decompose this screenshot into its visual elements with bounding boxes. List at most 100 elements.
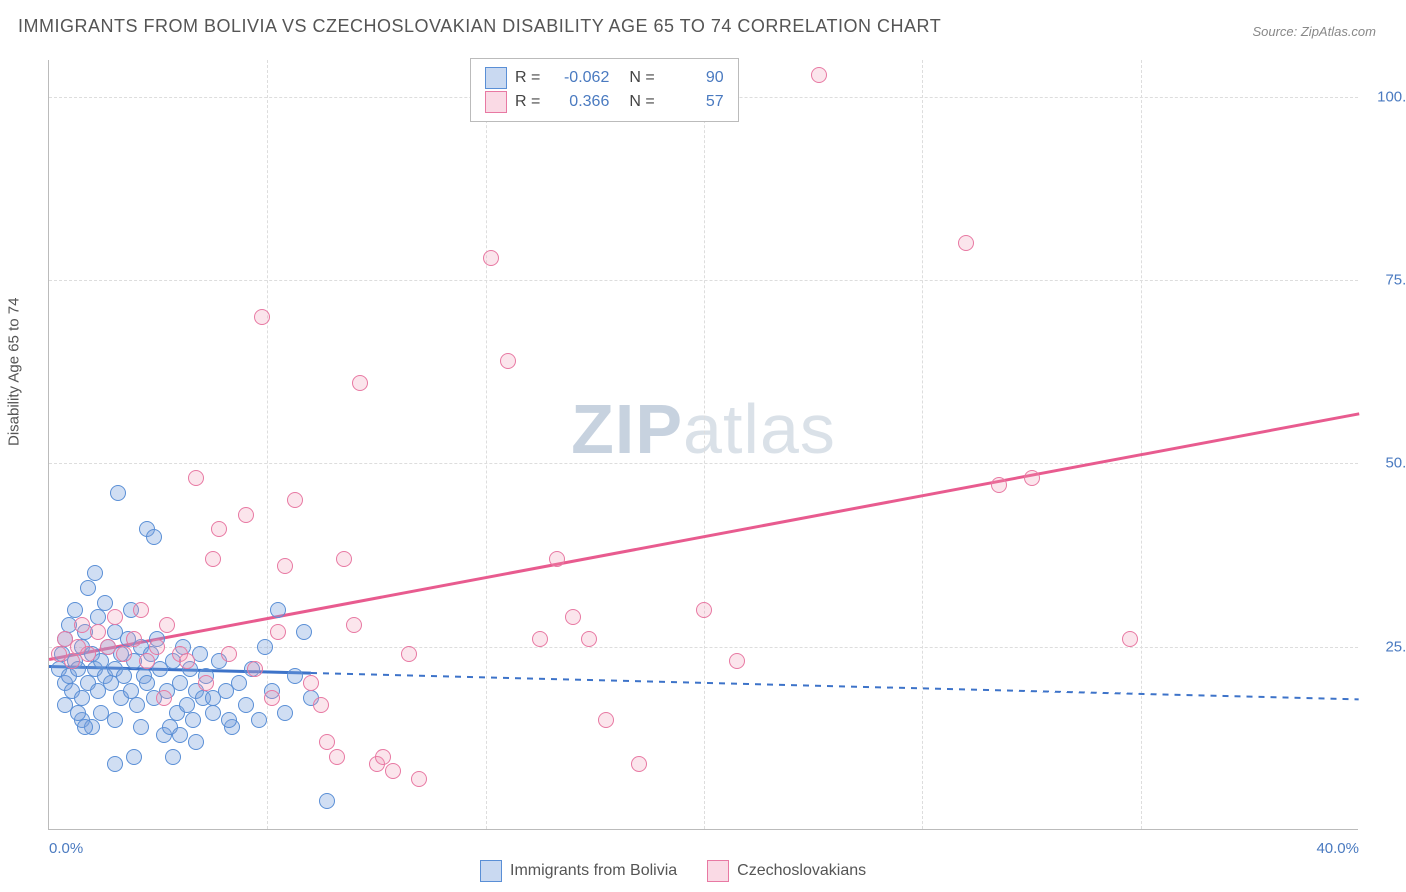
scatter-point-pink	[375, 749, 391, 765]
scatter-point-blue	[221, 712, 237, 728]
scatter-point-pink	[205, 551, 221, 567]
scatter-point-pink	[1122, 631, 1138, 647]
scatter-point-pink	[116, 646, 132, 662]
scatter-point-blue	[126, 749, 142, 765]
r-value-blue: -0.062	[554, 69, 609, 87]
scatter-point-pink	[64, 653, 80, 669]
scatter-point-blue	[251, 712, 267, 728]
scatter-point-blue	[277, 705, 293, 721]
gridline-vertical	[267, 60, 268, 829]
scatter-point-blue	[205, 690, 221, 706]
legend-swatch-pink	[485, 91, 507, 113]
scatter-point-blue	[80, 580, 96, 596]
scatter-point-pink	[270, 624, 286, 640]
scatter-point-pink	[287, 492, 303, 508]
watermark-light: atlas	[683, 390, 836, 468]
scatter-point-pink	[1024, 470, 1040, 486]
n-label: N =	[629, 69, 654, 87]
scatter-point-blue	[129, 697, 145, 713]
scatter-point-pink	[729, 653, 745, 669]
legend-swatch-pink	[707, 860, 729, 882]
scatter-point-pink	[336, 551, 352, 567]
r-value-pink: 0.366	[554, 93, 609, 111]
scatter-point-pink	[811, 67, 827, 83]
source-credit: Source: ZipAtlas.com	[1252, 24, 1376, 39]
scatter-point-blue	[74, 690, 90, 706]
scatter-point-blue	[97, 595, 113, 611]
scatter-point-pink	[254, 309, 270, 325]
scatter-point-blue	[70, 705, 86, 721]
n-value-pink: 57	[669, 93, 724, 111]
gridline-vertical	[1141, 60, 1142, 829]
scatter-point-blue	[165, 749, 181, 765]
gridline-vertical	[704, 60, 705, 829]
y-tick-label: 25.0%	[1368, 638, 1406, 655]
scatter-point-pink	[385, 763, 401, 779]
scatter-point-pink	[277, 558, 293, 574]
scatter-point-blue	[139, 675, 155, 691]
scatter-point-blue	[205, 705, 221, 721]
scatter-point-pink	[598, 712, 614, 728]
scatter-point-blue	[287, 668, 303, 684]
legend-swatch-blue	[480, 860, 502, 882]
scatter-point-pink	[264, 690, 280, 706]
scatter-point-pink	[532, 631, 548, 647]
scatter-point-blue	[110, 485, 126, 501]
scatter-point-pink	[319, 734, 335, 750]
scatter-point-pink	[139, 653, 155, 669]
scatter-point-pink	[303, 675, 319, 691]
scatter-point-pink	[483, 250, 499, 266]
x-tick-label: 40.0%	[1316, 840, 1359, 857]
scatter-point-pink	[188, 470, 204, 486]
y-tick-label: 50.0%	[1368, 455, 1406, 472]
source-prefix: Source:	[1252, 24, 1300, 39]
scatter-point-blue	[133, 719, 149, 735]
scatter-point-blue	[107, 756, 123, 772]
scatter-point-pink	[133, 602, 149, 618]
gridline-vertical	[486, 60, 487, 829]
scatter-point-blue	[90, 609, 106, 625]
scatter-point-blue	[77, 719, 93, 735]
scatter-point-pink	[238, 507, 254, 523]
scatter-point-pink	[352, 375, 368, 391]
scatter-point-pink	[149, 639, 165, 655]
scatter-point-pink	[247, 661, 263, 677]
scatter-point-pink	[156, 690, 172, 706]
n-value-blue: 90	[669, 69, 724, 87]
scatter-point-pink	[411, 771, 427, 787]
scatter-point-pink	[401, 646, 417, 662]
legend-label: Immigrants from Bolivia	[510, 862, 677, 880]
scatter-point-blue	[270, 602, 286, 618]
scatter-point-pink	[500, 353, 516, 369]
scatter-point-pink	[565, 609, 581, 625]
scatter-point-blue	[123, 683, 139, 699]
series-legend: Immigrants from Bolivia Czechoslovakians	[480, 860, 866, 882]
scatter-point-blue	[107, 712, 123, 728]
scatter-point-pink	[221, 646, 237, 662]
y-tick-label: 75.0%	[1368, 272, 1406, 289]
scatter-point-blue	[238, 697, 254, 713]
legend-row-blue: R = -0.062 N = 90	[485, 67, 724, 89]
scatter-point-blue	[296, 624, 312, 640]
legend-item-bolivia: Immigrants from Bolivia	[480, 860, 677, 882]
scatter-point-pink	[631, 756, 647, 772]
scatter-point-blue	[179, 697, 195, 713]
source-name: ZipAtlas.com	[1301, 24, 1376, 39]
watermark-bold: ZIP	[571, 390, 683, 468]
legend-swatch-blue	[485, 67, 507, 89]
scatter-point-blue	[87, 565, 103, 581]
scatter-point-blue	[172, 675, 188, 691]
y-axis-label: Disability Age 65 to 74	[6, 298, 23, 446]
scatter-point-blue	[231, 675, 247, 691]
scatter-point-pink	[100, 639, 116, 655]
scatter-point-blue	[146, 529, 162, 545]
scatter-plot-area: ZIPatlas 25.0%50.0%75.0%100.0%0.0%40.0%	[48, 60, 1358, 830]
r-label: R =	[515, 93, 540, 111]
legend-item-czech: Czechoslovakians	[707, 860, 866, 882]
scatter-point-pink	[198, 675, 214, 691]
scatter-point-pink	[346, 617, 362, 633]
gridline-vertical	[922, 60, 923, 829]
x-tick-label: 0.0%	[49, 840, 83, 857]
r-label: R =	[515, 69, 540, 87]
scatter-point-pink	[329, 749, 345, 765]
